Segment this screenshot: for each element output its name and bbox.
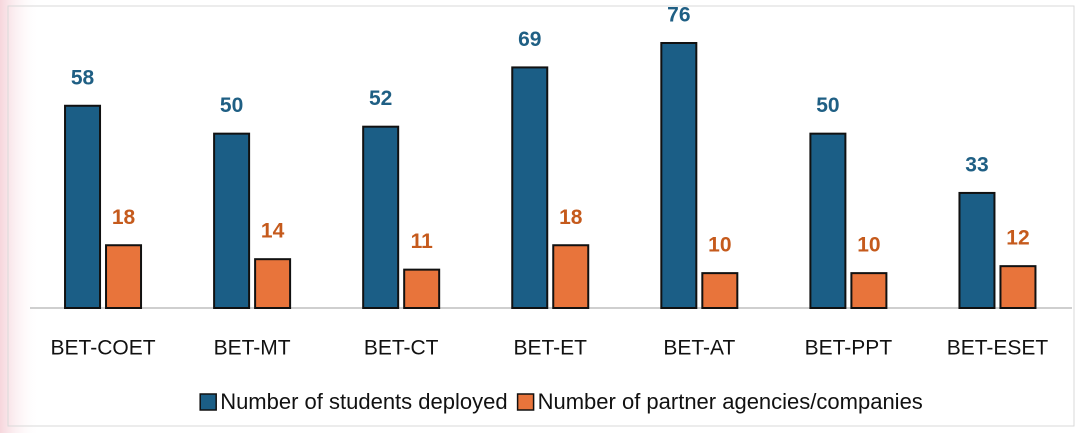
bar	[999, 265, 1037, 310]
data-label: 52	[369, 87, 392, 110]
bar	[403, 268, 441, 310]
bar	[958, 191, 996, 309]
data-label: 50	[220, 94, 243, 117]
bar	[850, 272, 888, 310]
bar	[254, 258, 292, 309]
x-tick-label: BET-MT	[214, 337, 291, 360]
legend-swatch	[516, 393, 535, 411]
frame	[7, 5, 1075, 427]
x-tick-label: BET-AT	[663, 337, 735, 360]
legend-label: Number of students deployed	[220, 389, 507, 414]
data-label: 12	[1006, 227, 1029, 250]
x-tick-label: BET-ET	[513, 337, 587, 360]
data-label: 11	[411, 230, 434, 253]
bar	[64, 104, 102, 310]
data-label: 10	[857, 234, 880, 257]
bar	[511, 66, 549, 309]
data-label: 50	[816, 94, 839, 117]
bar	[701, 272, 739, 310]
data-label: 33	[965, 153, 988, 176]
bar	[809, 132, 847, 309]
data-label: 76	[667, 4, 690, 27]
x-tick-label: BET-COET	[51, 337, 156, 360]
data-label: 18	[112, 206, 136, 229]
data-label: 14	[261, 220, 285, 243]
x-tick-label: BET-ESET	[947, 337, 1049, 360]
legend-label: Number of partner agencies/companies	[538, 389, 923, 414]
data-label: 69	[518, 28, 541, 51]
bar	[105, 244, 143, 310]
bar	[213, 132, 251, 309]
bar	[552, 244, 590, 310]
x-tick-label: BET-CT	[364, 337, 439, 360]
legend-swatch	[199, 393, 217, 411]
data-label: 10	[708, 234, 731, 257]
edge-tint	[0, 0, 40, 433]
data-label: 58	[71, 66, 95, 89]
bar	[660, 42, 698, 309]
data-label: 18	[559, 206, 583, 229]
x-tick-label: BET-PPT	[805, 337, 893, 360]
bar	[362, 125, 400, 310]
